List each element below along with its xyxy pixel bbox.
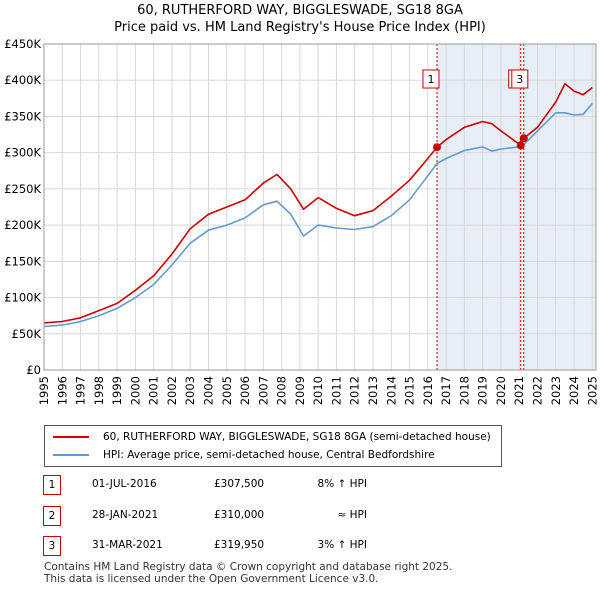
y-tick-label: £200K — [4, 218, 41, 232]
x-tick-label: 2002 — [165, 376, 179, 405]
transaction-price: £319,950 — [214, 539, 265, 551]
x-tick-label: 2018 — [457, 376, 471, 405]
chart-subtitle: Price paid vs. HM Land Registry's House … — [114, 20, 486, 35]
table-row: 1 01-JUL-2016 £307,500 8% ↑ HPI — [0, 475, 600, 495]
x-tick-label: 1995 — [37, 376, 51, 405]
y-tick-label: £100K — [4, 291, 41, 305]
transaction-date: 31-MAR-2021 — [92, 539, 163, 551]
x-tick-label: 2023 — [549, 376, 563, 405]
x-tick-label: 2025 — [585, 376, 599, 405]
legend-item-hpi: HPI: Average price, semi-detached house,… — [45, 446, 435, 464]
footer-copyright: Contains HM Land Registry data © Crown c… — [44, 561, 453, 573]
chart-title: 60, RUTHERFORD WAY, BIGGLESWADE, SG18 8G… — [137, 3, 463, 18]
x-tick-label: 2020 — [494, 376, 508, 405]
x-tick-label: 2022 — [531, 376, 545, 405]
x-tick-label: 2000 — [128, 376, 142, 405]
x-tick-label: 1996 — [55, 376, 69, 405]
x-tick-label: 2019 — [476, 376, 490, 405]
x-tick-label: 2014 — [384, 376, 398, 405]
x-tick-label: 2008 — [275, 376, 289, 405]
price-chart: 123 £0£50K£100K£150K£200K£250K£300K£350K… — [4, 37, 599, 405]
y-tick-label: £0 — [26, 363, 41, 377]
plot-frame — [43, 43, 597, 371]
transaction-date: 01-JUL-2016 — [92, 478, 157, 490]
x-tick-label: 1999 — [110, 376, 124, 405]
transaction-point — [516, 141, 525, 150]
footer-licence: This data is licensed under the Open Gov… — [44, 573, 379, 585]
x-tick-label: 2017 — [439, 376, 453, 405]
transaction-label-text: 3 — [516, 73, 523, 86]
x-tick-label: 2011 — [329, 376, 343, 405]
transaction-price: £307,500 — [214, 478, 265, 490]
transaction-hpi: 3% ↑ HPI — [317, 539, 367, 551]
transaction-number-badge: 1 — [43, 475, 61, 495]
legend-price-label: 60, RUTHERFORD WAY, BIGGLESWADE, SG18 8G… — [103, 431, 491, 443]
transaction-point — [519, 134, 528, 143]
transaction-number-badge: 2 — [43, 506, 61, 526]
transaction-point — [432, 143, 441, 152]
x-tick-label: 2003 — [183, 376, 197, 405]
transaction-label-frame — [511, 69, 529, 89]
legend-price-swatch — [53, 436, 89, 438]
shaded-region — [436, 44, 596, 370]
transaction-hpi: 8% ↑ HPI — [317, 478, 367, 490]
transaction-label-frame — [422, 69, 440, 89]
x-tick-label: 2015 — [403, 376, 417, 405]
x-tick-label: 2010 — [311, 376, 325, 405]
x-tick-label: 2001 — [147, 376, 161, 405]
x-tick-label: 2007 — [256, 376, 270, 405]
legend-hpi-label: HPI: Average price, semi-detached house,… — [103, 449, 435, 461]
x-tick-label: 2005 — [220, 376, 234, 405]
y-tick-label: £300K — [4, 146, 41, 160]
y-tick-label: £150K — [4, 254, 41, 268]
y-tick-label: £250K — [4, 182, 41, 196]
transaction-date: 28-JAN-2021 — [92, 509, 159, 521]
x-tick-label: 1998 — [92, 376, 106, 405]
transaction-label-text: 1 — [427, 73, 434, 86]
legend-item-price: 60, RUTHERFORD WAY, BIGGLESWADE, SG18 8G… — [45, 428, 491, 446]
y-tick-label: £350K — [4, 109, 41, 123]
x-tick-label: 2013 — [366, 376, 380, 405]
x-tick-label: 2016 — [421, 376, 435, 405]
transaction-number-badge: 3 — [43, 536, 61, 556]
transaction-label-box: 1 — [422, 69, 440, 89]
x-tick-label: 2006 — [238, 376, 252, 405]
transaction-price: £310,000 — [214, 509, 265, 521]
x-tick-label: 1997 — [74, 376, 88, 405]
y-tick-label: £450K — [4, 37, 41, 51]
table-row: 3 31-MAR-2021 £319,950 3% ↑ HPI — [0, 536, 600, 556]
x-tick-label: 2009 — [293, 376, 307, 405]
y-tick-label: £400K — [4, 73, 41, 87]
legend: 60, RUTHERFORD WAY, BIGGLESWADE, SG18 8G… — [44, 425, 502, 467]
legend-hpi-swatch — [53, 454, 89, 456]
table-row: 2 28-JAN-2021 £310,000 ≈ HPI — [0, 506, 600, 526]
x-tick-label: 2004 — [202, 376, 216, 405]
transaction-hpi: ≈ HPI — [337, 509, 367, 521]
x-tick-label: 2012 — [348, 376, 362, 405]
transaction-label-box: 3 — [511, 69, 529, 89]
y-tick-label: £50K — [12, 327, 42, 341]
x-tick-label: 2021 — [512, 376, 526, 405]
x-tick-label: 2024 — [567, 376, 581, 405]
footer: Contains HM Land Registry data © Crown c… — [44, 561, 452, 585]
